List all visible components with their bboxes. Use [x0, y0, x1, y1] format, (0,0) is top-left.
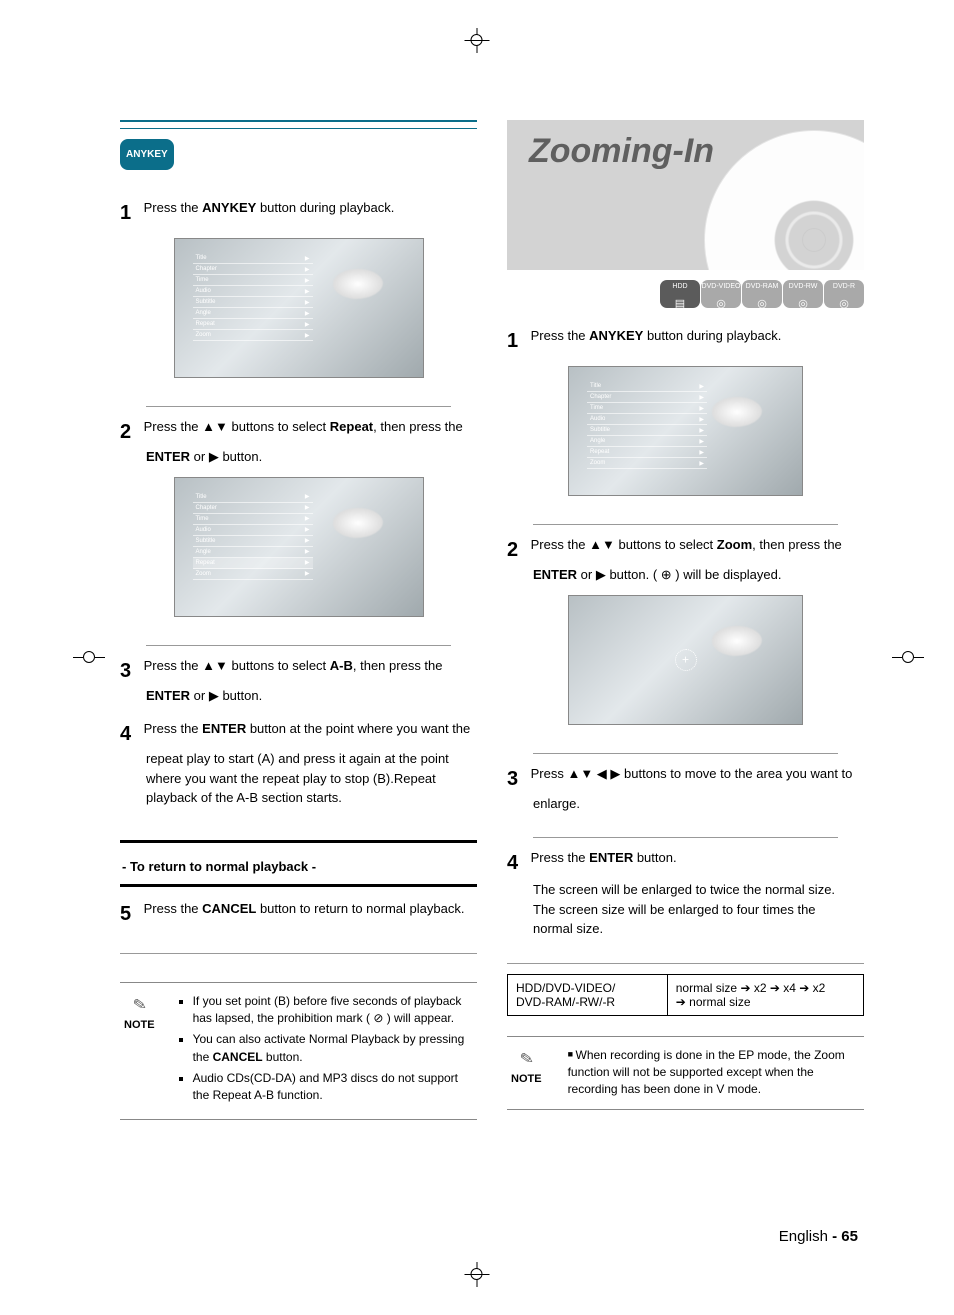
media-badges: ▤HDD◎DVD-VIDEO◎DVD-RAM◎DVD-RW◎DVD-R [507, 280, 864, 308]
osd-menu-row: Title▶ [587, 381, 707, 392]
left-step-1: 1 Press the ANYKEY button during playbac… [120, 198, 477, 396]
osd-menu-row: Audio▶ [587, 414, 707, 425]
osd-menu-row: Angle▶ [587, 436, 707, 447]
right-step-2: 2 Press the ▲▼ buttons to select Zoom, t… [507, 535, 864, 743]
osd-menu-row: Zoom▶ [193, 569, 313, 580]
crop-mark-left [73, 649, 105, 667]
osd-menu-row: Repeat▶ [193, 558, 313, 569]
right-step-4: 4 Press the ENTER button. The screen wil… [507, 848, 864, 953]
pencil-icon: ✎ [518, 1046, 535, 1070]
step-number: 5 [120, 899, 140, 929]
osd-menu-row: Title▶ [193, 253, 313, 264]
note-list: If you set point (B) before five seconds… [163, 993, 473, 1109]
osd-menu-row: Time▶ [587, 403, 707, 414]
osd-menu-row: Chapter▶ [193, 503, 313, 514]
zoom-cursor-icon [675, 649, 697, 671]
crop-mark-top [465, 28, 490, 53]
osd-menu-row: Audio▶ [193, 286, 313, 297]
step-text: Press the [144, 200, 203, 215]
step-number: 3 [120, 656, 140, 686]
step-number: 4 [120, 719, 140, 749]
step-number: 1 [120, 198, 140, 228]
right-step-1: 1 Press the ANYKEY button during playbac… [507, 326, 864, 514]
media-badge: ◎DVD-VIDEO [701, 280, 741, 308]
note-item: You can also activate Normal Playback by… [193, 1031, 473, 1066]
osd-menu-row: Repeat▶ [587, 447, 707, 458]
pencil-icon: ✎ [131, 992, 148, 1016]
note-item: If you set point (B) before five seconds… [193, 993, 473, 1028]
screenshot-thumb: Title▶Chapter▶Time▶Audio▶Subtitle▶Angle▶… [174, 238, 424, 378]
osd-menu-row: Subtitle▶ [193, 536, 313, 547]
left-step-2: 2 Press the ▲▼ buttons to select Repeat,… [120, 417, 477, 635]
osd-menu-row: Time▶ [193, 275, 313, 286]
table-cell: HDD/DVD-VIDEO/ [516, 981, 659, 995]
page-footer: English - 65 [779, 1228, 864, 1245]
note-text: When recording is done in the EP mode, t… [550, 1047, 860, 1099]
osd-menu-row: Time▶ [193, 514, 313, 525]
button-ref: ANYKEY [202, 200, 256, 215]
osd-menu-row: Zoom▶ [587, 458, 707, 469]
screenshot-thumb: Title▶Chapter▶Time▶Audio▶Subtitle▶Angle▶… [174, 477, 424, 617]
media-badge: ▤HDD [660, 280, 700, 308]
osd-menu-row: Chapter▶ [587, 392, 707, 403]
right-column: Zooming-In ▤HDD◎DVD-VIDEO◎DVD-RAM◎DVD-RW… [507, 120, 864, 1120]
anykey-badge: ANYKEY [120, 139, 174, 170]
osd-menu-row: Repeat▶ [193, 319, 313, 330]
osd-menu-row: Audio▶ [193, 525, 313, 536]
manual-page: Playback ANYKEY 1 Press the ANYKEY butto… [0, 0, 954, 1315]
osd-menu-row: Subtitle▶ [587, 425, 707, 436]
left-column: ANYKEY 1 Press the ANYKEY button during … [120, 120, 477, 1120]
right-step-3: 3 Press ▲▼ ◀ ▶ buttons to move to the ar… [507, 764, 864, 828]
osd-menu-row: Zoom▶ [193, 330, 313, 341]
zoom-table: HDD/DVD-VIDEO/ DVD-RAM/-RW/-R normal siz… [507, 974, 864, 1016]
table-cell: DVD-RAM/-RW/-R [516, 995, 659, 1009]
osd-menu-row: Subtitle▶ [193, 297, 313, 308]
feature-hero: Zooming-In [507, 120, 864, 270]
screenshot-thumb [568, 595, 803, 725]
media-badge: ◎DVD-R [824, 280, 864, 308]
media-badge: ◎DVD-RW [783, 280, 823, 308]
table-cell: ➔ normal size [676, 995, 855, 1009]
note-label: NOTE [124, 1019, 155, 1031]
osd-menu-row: Angle▶ [193, 547, 313, 558]
crop-mark-right [892, 649, 924, 667]
crop-mark-bottom [465, 1262, 490, 1287]
left-step-4: 4 Press the ENTER button at the point wh… [120, 719, 477, 822]
note-item: Audio CDs(CD-DA) and MP3 discs do not su… [193, 1070, 473, 1105]
osd-menu-row: Angle▶ [193, 308, 313, 319]
footer-page: - 65 [832, 1228, 858, 1245]
note-box: ✎ NOTE When recording is done in the EP … [507, 1036, 864, 1110]
media-badge: ◎DVD-RAM [742, 280, 782, 308]
note-box: ✎ NOTE If you set point (B) before five … [120, 982, 477, 1120]
note-label: NOTE [511, 1073, 542, 1085]
osd-menu-row: Title▶ [193, 492, 313, 503]
left-step-3: 3 Press the ▲▼ buttons to select A-B, th… [120, 656, 477, 720]
screenshot-thumb: Title▶Chapter▶Time▶Audio▶Subtitle▶Angle▶… [568, 366, 803, 496]
footer-lang: English [779, 1228, 828, 1245]
table-cell: normal size ➔ x2 ➔ x4 ➔ x2 [676, 981, 855, 995]
step-number: 2 [120, 417, 140, 447]
osd-menu-row: Chapter▶ [193, 264, 313, 275]
bold-term: Repeat [330, 419, 373, 434]
subheading: - To return to normal playback - [120, 855, 477, 878]
left-step-5: 5 Press the CANCEL button to return to n… [120, 899, 477, 943]
